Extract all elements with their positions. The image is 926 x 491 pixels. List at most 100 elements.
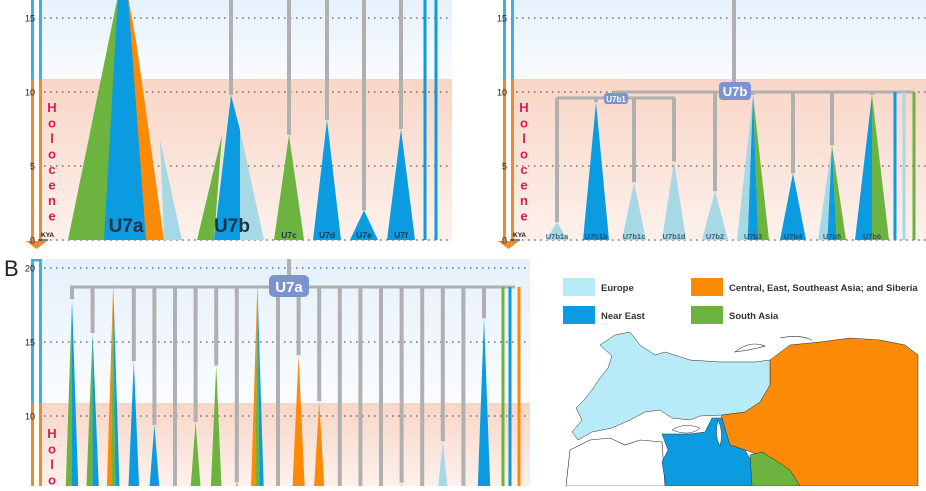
branch-stem bbox=[337, 287, 342, 491]
pleistocene-band bbox=[512, 0, 926, 79]
clade-label: U7b5 bbox=[823, 232, 841, 241]
axis-arrow-down bbox=[498, 241, 519, 249]
clade-segment-south-asia bbox=[111, 284, 116, 491]
holocene-letter: H bbox=[47, 426, 56, 441]
legend-label-south-asia: South Asia bbox=[729, 311, 779, 322]
legend-item-central-east-asia: Central, East, Southeast Asia; and Siber… bbox=[691, 278, 918, 296]
y-tick-label: 15 bbox=[25, 338, 35, 348]
clade-segment-near-east bbox=[477, 318, 491, 491]
arctic-islands bbox=[733, 336, 813, 353]
region-near-east bbox=[661, 417, 756, 487]
holocene-letter: e bbox=[48, 209, 55, 224]
clade-shapes bbox=[65, 284, 521, 491]
branch-stem bbox=[131, 287, 136, 362]
clade-segment-near-east bbox=[149, 424, 160, 491]
branch-stem bbox=[482, 287, 486, 319]
clade-label: U7e bbox=[356, 230, 372, 240]
clade-segment-south-asia bbox=[274, 134, 304, 240]
clade-segment-near-east bbox=[583, 102, 609, 240]
legend-item-south-asia: South Asia bbox=[691, 306, 779, 324]
branch-stem bbox=[90, 287, 95, 334]
clade-segment-near-east bbox=[214, 94, 240, 241]
clade-segment-near-east bbox=[780, 173, 806, 240]
legend-swatch-europe bbox=[563, 278, 595, 296]
branch-stem bbox=[193, 287, 198, 422]
axis-bar-holocene bbox=[503, 79, 506, 241]
clade-segment-near-east bbox=[855, 94, 872, 241]
clade-segment-south-asia bbox=[872, 94, 889, 241]
legend-swatch-south-asia bbox=[691, 306, 723, 324]
holocene-letter: c bbox=[520, 162, 527, 177]
branch-stem bbox=[214, 287, 219, 366]
clade-segment-south-asia bbox=[65, 299, 72, 491]
branch-stem bbox=[399, 287, 404, 483]
holocene-letter: c bbox=[48, 162, 55, 177]
clade-label: U7f bbox=[394, 230, 408, 240]
singleton-lineage bbox=[517, 287, 521, 486]
pleistocene-band bbox=[40, 0, 452, 79]
holocene-letter: e bbox=[520, 209, 527, 224]
singleton-lineage bbox=[893, 92, 897, 240]
branch-stem bbox=[173, 287, 177, 486]
clade-segment-near-east bbox=[104, 0, 148, 240]
legend-label-central-east-asia: Central, East, Southeast Asia; and Siber… bbox=[729, 283, 918, 294]
branch-stem bbox=[229, 0, 233, 95]
clade-label: U7b1a bbox=[546, 232, 569, 241]
branch-stem bbox=[152, 287, 157, 425]
panel-b-label: B bbox=[4, 256, 19, 281]
clade-label: U7a bbox=[109, 216, 144, 237]
axis-bar-pleistocene bbox=[31, 259, 34, 403]
clade-segment-near-east bbox=[257, 284, 264, 491]
y-tick-label: 5 bbox=[30, 162, 35, 172]
clade-segment-europe bbox=[702, 191, 728, 240]
clade-segment-south-asia bbox=[190, 421, 201, 491]
holocene-letter: o bbox=[520, 147, 528, 162]
clade-segment-europe bbox=[737, 94, 753, 241]
clade-labels: U7a bbox=[269, 275, 309, 297]
clade-segment-europe bbox=[437, 441, 448, 491]
branch-stem bbox=[555, 97, 559, 223]
branch-stem bbox=[379, 287, 383, 486]
clade-labels: U7a U7b U7c U7d U7e U7f bbox=[109, 216, 408, 240]
holocene-letter: l bbox=[50, 131, 54, 146]
branch-stem bbox=[440, 287, 445, 442]
clade-segment-central-east-asia bbox=[106, 284, 114, 491]
branch-stem bbox=[870, 92, 874, 95]
clade-badge-u7a: U7a bbox=[269, 275, 309, 297]
holocene-letter: H bbox=[47, 100, 56, 115]
clade-segment-europe bbox=[160, 140, 182, 240]
clade-segment-central-east-asia bbox=[292, 355, 305, 491]
axis-bar-pleistocene bbox=[39, 259, 42, 403]
clade-segment-south-asia bbox=[197, 135, 222, 240]
clade-segment-europe bbox=[818, 145, 832, 240]
clade-labels: U7b1a U7b1b U7b1c U7b1d U7b2 U7b3 U7b4 U7b5 U7b6… bbox=[546, 82, 881, 241]
holocene-letter: n bbox=[520, 193, 528, 208]
holocene-letter: n bbox=[48, 193, 56, 208]
axis-bar-holocene bbox=[31, 79, 34, 241]
clade-label: U7b3 bbox=[744, 232, 762, 241]
y-tick-label: 15 bbox=[25, 14, 35, 24]
axis-bar-pleistocene bbox=[31, 0, 34, 79]
holocene-letter: o bbox=[48, 116, 56, 131]
holocene-letter: o bbox=[520, 116, 528, 131]
clade-label: U7b bbox=[214, 216, 250, 237]
holocene-band bbox=[40, 403, 530, 486]
clade-badge-u7b1: U7b1 bbox=[604, 93, 628, 104]
holocene-letter: e bbox=[48, 178, 55, 193]
clade-segment-central-east-asia bbox=[250, 284, 258, 491]
branch-stem bbox=[362, 0, 366, 211]
branch-stem bbox=[276, 287, 280, 486]
axis-bar-pleistocene bbox=[503, 0, 506, 79]
clade-segment-south-asia bbox=[255, 284, 260, 491]
clade-label: U7c bbox=[281, 230, 297, 240]
legend-label-europe: Europe bbox=[601, 283, 634, 294]
branch-stem bbox=[461, 287, 466, 486]
branch-stem bbox=[234, 287, 239, 483]
clade-segment-europe bbox=[622, 182, 646, 240]
